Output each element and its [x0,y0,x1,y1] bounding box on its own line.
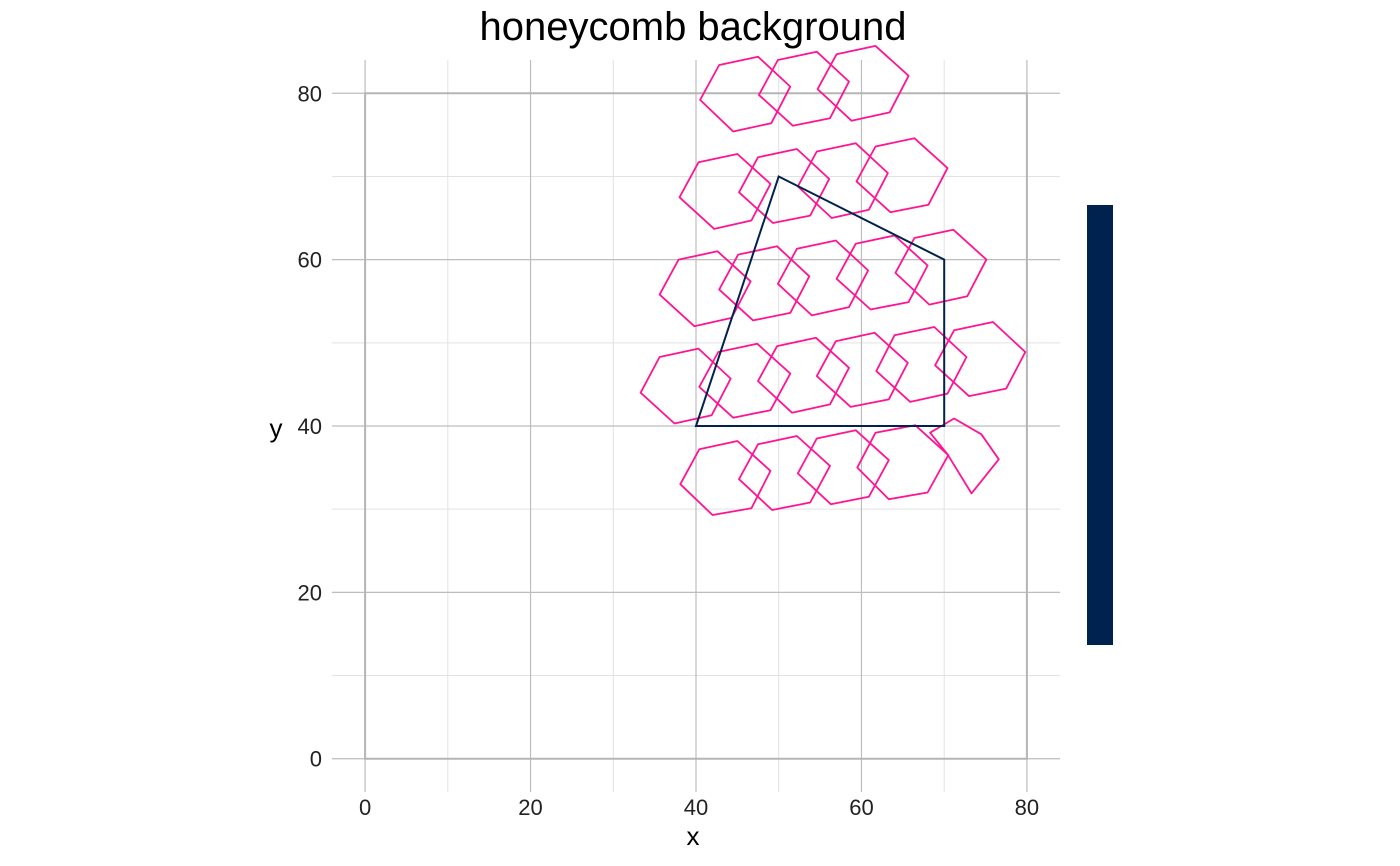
x-axis-label: x [687,821,700,851]
frame-outline [364,92,1028,760]
y-tick-label: 60 [298,248,322,273]
hexagon-0 [929,417,1000,495]
hexagon-2 [796,429,890,506]
y-axis-ticks: 0 20 40 60 80 [298,81,322,771]
legend-color-bar [1087,205,1113,645]
hexagon-10 [639,347,732,425]
x-tick-label: 60 [849,795,873,820]
hexagon-14 [718,245,811,322]
hexagon-1 [856,424,950,501]
data-polygon [694,175,946,427]
hexagon-16 [855,137,949,214]
x-tick-label: 80 [1015,795,1039,820]
honeycomb-hexagons [639,45,1027,516]
hexagon-9 [698,342,792,419]
hexagon-20 [816,45,910,122]
hexagon-13 [777,239,869,317]
hexagon-6 [875,326,968,403]
hexagon-7 [815,331,909,408]
x-axis-ticks: 0 20 40 60 80 [359,795,1039,820]
y-axis-label: y [270,413,283,443]
y-tick-label: 0 [310,747,322,772]
y-tick-label: 20 [298,580,322,605]
hexagon-22 [699,55,792,133]
hexagon-11 [894,228,988,306]
frame-square [364,92,1028,760]
chart-title: honeycomb background [480,5,907,49]
y-tick-label: 80 [298,81,322,106]
hexagon-12 [835,234,929,311]
hexagon-18 [738,148,831,224]
hexagon-21 [758,50,850,127]
y-tick-label: 40 [298,414,322,439]
hexagon-15 [658,250,752,328]
hexagon-8 [757,336,850,414]
data-polygon-layer [694,175,946,427]
hexagon-17 [796,142,889,219]
hexagon-5 [934,321,1027,398]
x-tick-label: 0 [359,795,371,820]
x-tick-label: 40 [684,795,708,820]
hexagon-19 [678,153,772,230]
hexagon-3 [738,435,831,511]
x-tick-label: 20 [518,795,542,820]
hexagon-4 [679,440,772,516]
